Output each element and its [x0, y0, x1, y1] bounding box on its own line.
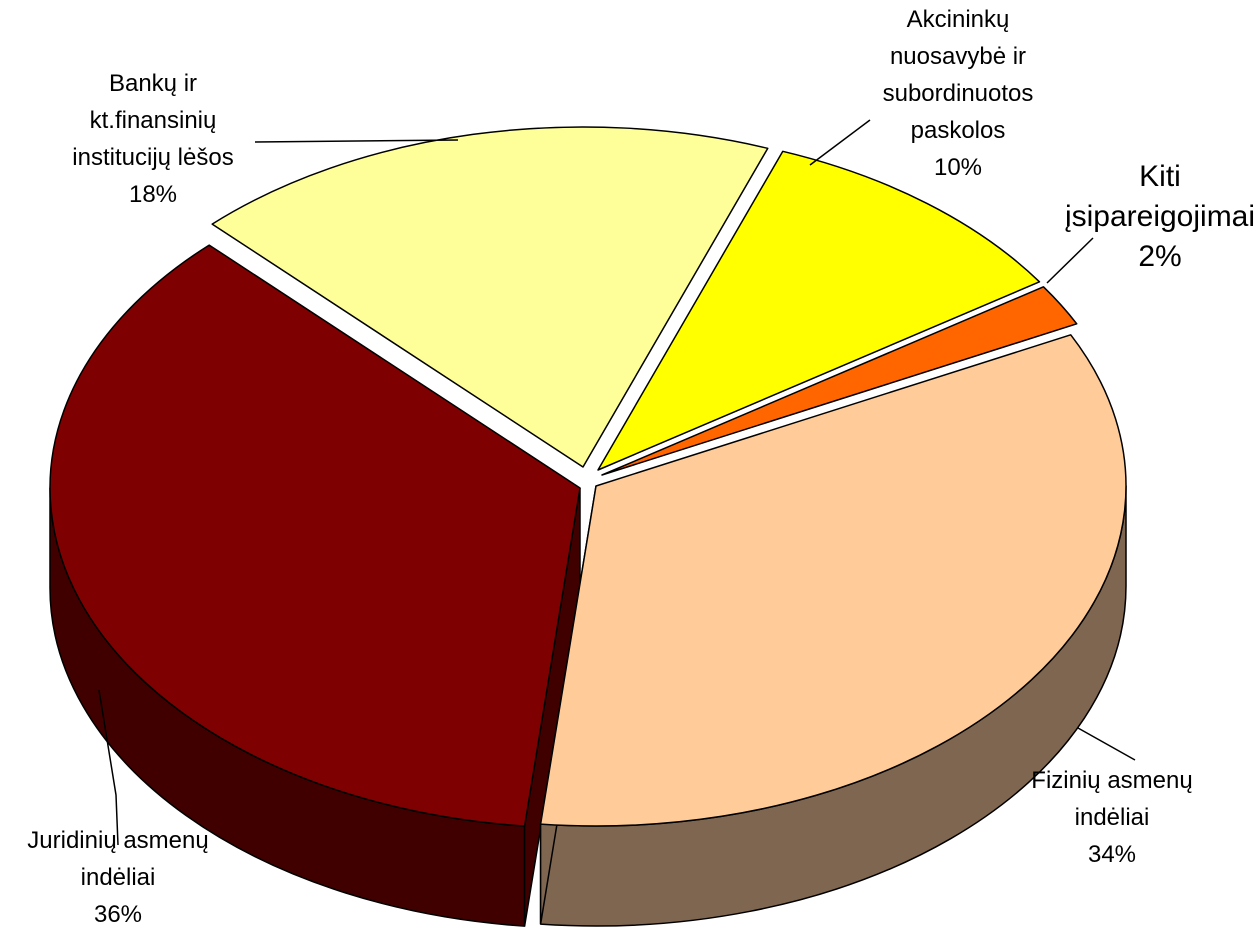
slice-labels: Juridinių asmenų indėliai 36% Bankų ir kt.fi…: [27, 6, 1255, 928]
slice-percent-juridiniu-asmenu: 36%: [94, 901, 142, 928]
slice-label-banku-ir: Bankų ir kt.finansinių institucijų lėšos 18…: [72, 70, 233, 208]
slice-label-line: Kiti: [1139, 160, 1181, 193]
slice-label-akcininku: Akcininkų nuosavybė ir subordinuotos paskol…: [883, 6, 1034, 181]
slice-label-kiti: Kiti įsipareigojimai 2%: [1065, 160, 1255, 273]
leader-line-banku-ir: [254, 139, 459, 143]
slice-label-line: įsipareigojimai: [1065, 200, 1255, 233]
slice-label-line: institucijų lėšos: [72, 144, 233, 171]
slice-label-line: subordinuotos: [883, 80, 1034, 107]
slice-label-juridiniu-asmenu: Juridinių asmenų indėliai 36%: [27, 827, 208, 928]
slice-percent-fiziniu-asmenu: 34%: [1088, 841, 1136, 868]
slice-label-line: indėliai: [1075, 804, 1150, 831]
leader-lines: [98, 119, 1136, 846]
slice-akcininku: [597, 150, 1041, 471]
pie-slices: [49, 126, 1127, 827]
slice-label-line: Fizinių asmenų: [1031, 767, 1192, 794]
slice-label-line: Juridinių asmenų: [27, 827, 208, 854]
slice-juridiniu-asmenu: [49, 244, 581, 827]
slice-kiti: [601, 286, 1078, 476]
slice-percent-banku-ir: 18%: [129, 181, 177, 208]
slice-label-line: Bankų ir: [109, 70, 197, 97]
slice-label-fiziniu-asmenu: Fizinių asmenų indėliai 34%: [1031, 767, 1192, 868]
slice-label-line: kt.finansinių: [90, 107, 217, 134]
slice-percent-akcininku: 10%: [934, 154, 982, 181]
leader-line-kiti: [1046, 237, 1094, 284]
slice-label-line: paskolos: [911, 117, 1006, 144]
leader-line-akcininku: [809, 119, 871, 166]
slice-label-line: indėliai: [81, 864, 156, 891]
leader-line-fiziniu-asmenu: [1077, 727, 1136, 761]
slice-label-line: Akcininkų: [907, 6, 1010, 33]
slice-percent-kiti: 2%: [1138, 240, 1181, 273]
slice-label-line: nuosavybė ir: [890, 43, 1026, 70]
leader-line-juridiniu-asmenu: [98, 689, 119, 846]
slice-banku-ir: [211, 126, 769, 468]
slice-fiziniu-asmenu: [539, 334, 1127, 827]
